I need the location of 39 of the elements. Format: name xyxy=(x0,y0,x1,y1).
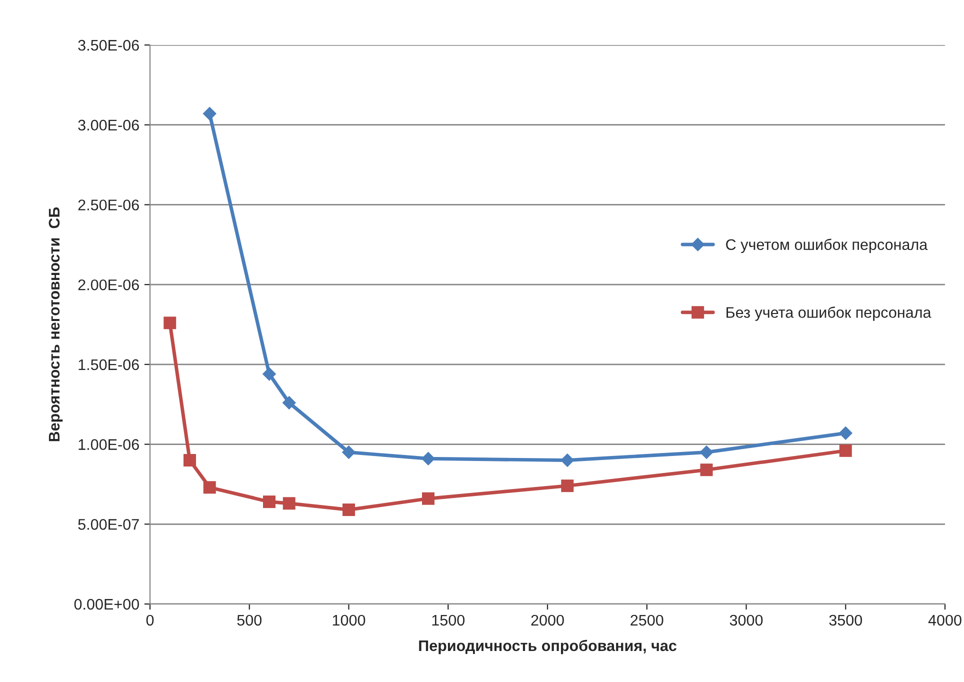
point xyxy=(839,444,852,457)
point xyxy=(282,396,296,410)
x-tick-label: 1000 xyxy=(332,614,366,626)
point xyxy=(184,454,196,467)
x-tick-label: 1500 xyxy=(432,614,465,626)
x-tick-label: 3000 xyxy=(730,614,763,626)
y-tick-label: 3.50E-06 xyxy=(78,40,139,51)
y-tick-label: 2.50E-06 xyxy=(78,200,139,210)
point xyxy=(164,316,176,330)
legend-label: С учетом ошибок персонала xyxy=(726,238,928,254)
point xyxy=(202,106,216,121)
y-tick-label: 5.00E-07 xyxy=(78,519,139,530)
point xyxy=(838,426,852,440)
x-tick-label: 2500 xyxy=(630,614,664,626)
x-tick-label: 2000 xyxy=(531,614,564,626)
y-tick-label: 3.00E-06 xyxy=(78,120,139,131)
x-tick-label: 0 xyxy=(146,614,154,626)
y-tick-label: 0.00E+00 xyxy=(74,598,139,610)
point xyxy=(422,492,434,505)
point xyxy=(560,453,574,468)
point xyxy=(700,445,714,460)
point xyxy=(262,367,276,381)
point xyxy=(342,504,355,516)
y-axis-title: Вероятность неготовности СБ xyxy=(48,207,63,442)
legend-label: Без учета ошибок персонала xyxy=(726,306,932,321)
x-tick-label: 4000 xyxy=(928,614,962,626)
y-tick-label: 2.00E-06 xyxy=(78,279,139,290)
x-tick-label: 500 xyxy=(237,614,262,626)
point xyxy=(263,496,276,508)
y-tick-label: 1.50E-06 xyxy=(78,359,139,370)
point xyxy=(561,480,574,492)
x-tick-label: 3500 xyxy=(829,614,862,626)
y-tick-label: 1.00E-06 xyxy=(78,439,139,450)
point xyxy=(700,464,713,476)
point xyxy=(342,445,356,460)
point xyxy=(203,481,216,494)
point xyxy=(421,452,436,466)
x-axis-title: Периодичность опробования, час xyxy=(419,640,676,654)
point xyxy=(282,497,296,510)
